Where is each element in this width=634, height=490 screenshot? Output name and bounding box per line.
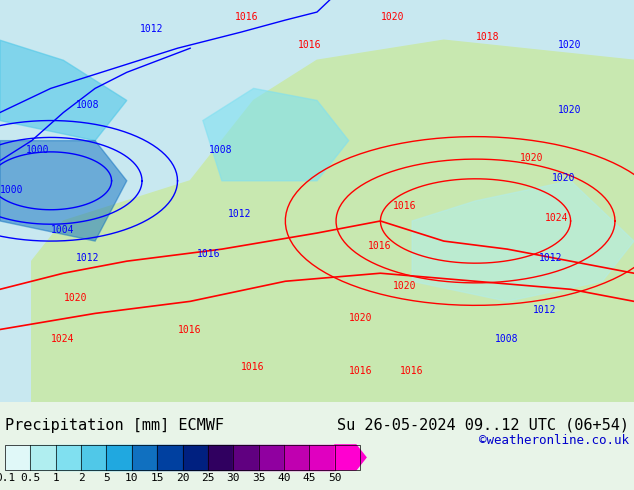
Text: 1016: 1016 xyxy=(241,362,264,371)
Text: 1020: 1020 xyxy=(393,281,417,291)
Polygon shape xyxy=(56,445,81,470)
Polygon shape xyxy=(233,445,259,470)
Text: ©weatheronline.co.uk: ©weatheronline.co.uk xyxy=(479,434,629,447)
Text: 2: 2 xyxy=(78,473,84,483)
Text: 1020: 1020 xyxy=(63,294,87,303)
Text: 0.5: 0.5 xyxy=(20,473,41,483)
Text: 1016: 1016 xyxy=(368,241,391,251)
Polygon shape xyxy=(335,445,366,470)
Text: 1008: 1008 xyxy=(495,334,518,343)
Polygon shape xyxy=(203,88,349,181)
Text: 1012: 1012 xyxy=(76,253,100,263)
Text: 1024: 1024 xyxy=(545,213,569,223)
Text: 1020: 1020 xyxy=(552,173,575,183)
Text: 1020: 1020 xyxy=(380,12,404,22)
Polygon shape xyxy=(132,445,157,470)
Text: Precipitation [mm] ECMWF: Precipitation [mm] ECMWF xyxy=(5,418,224,433)
Polygon shape xyxy=(412,181,634,301)
Polygon shape xyxy=(0,141,127,241)
Polygon shape xyxy=(183,445,208,470)
Polygon shape xyxy=(284,445,309,470)
Text: 1012: 1012 xyxy=(228,209,252,219)
Polygon shape xyxy=(0,40,127,141)
Text: 20: 20 xyxy=(176,473,190,483)
Polygon shape xyxy=(309,445,335,470)
Polygon shape xyxy=(30,445,56,470)
Polygon shape xyxy=(208,445,233,470)
Text: 40: 40 xyxy=(277,473,290,483)
Text: 1012: 1012 xyxy=(533,305,556,316)
Polygon shape xyxy=(81,445,107,470)
Text: 50: 50 xyxy=(328,473,341,483)
Text: 5: 5 xyxy=(103,473,110,483)
Text: 10: 10 xyxy=(125,473,139,483)
Text: 1000: 1000 xyxy=(0,185,23,195)
Text: 1024: 1024 xyxy=(51,334,74,343)
Text: 1020: 1020 xyxy=(349,314,372,323)
Text: 1016: 1016 xyxy=(197,249,220,259)
Text: 0.1: 0.1 xyxy=(0,473,15,483)
Text: 1016: 1016 xyxy=(178,325,201,336)
Text: 1020: 1020 xyxy=(558,104,581,115)
Text: 1016: 1016 xyxy=(235,12,258,22)
Text: 1008: 1008 xyxy=(76,100,100,110)
Text: 30: 30 xyxy=(226,473,240,483)
Text: 1: 1 xyxy=(53,473,59,483)
Polygon shape xyxy=(157,445,183,470)
Polygon shape xyxy=(107,445,132,470)
Text: 1018: 1018 xyxy=(476,32,499,42)
Text: 25: 25 xyxy=(201,473,214,483)
Text: 15: 15 xyxy=(150,473,164,483)
Text: 1012: 1012 xyxy=(139,24,163,34)
Text: 45: 45 xyxy=(302,473,316,483)
Text: 1000: 1000 xyxy=(25,145,49,155)
Text: 1012: 1012 xyxy=(539,253,562,263)
Polygon shape xyxy=(5,445,30,470)
Text: 1016: 1016 xyxy=(298,40,321,50)
Text: Su 26-05-2024 09..12 UTC (06+54): Su 26-05-2024 09..12 UTC (06+54) xyxy=(337,418,629,433)
Text: 1016: 1016 xyxy=(349,366,372,376)
Text: 1008: 1008 xyxy=(209,145,233,155)
Text: 1020: 1020 xyxy=(558,40,581,50)
Text: 35: 35 xyxy=(252,473,265,483)
Text: 1004: 1004 xyxy=(51,225,74,235)
Text: 1020: 1020 xyxy=(520,153,543,163)
Text: 1016: 1016 xyxy=(399,366,423,376)
Text: 1016: 1016 xyxy=(393,201,417,211)
Polygon shape xyxy=(259,445,284,470)
Polygon shape xyxy=(32,40,634,402)
